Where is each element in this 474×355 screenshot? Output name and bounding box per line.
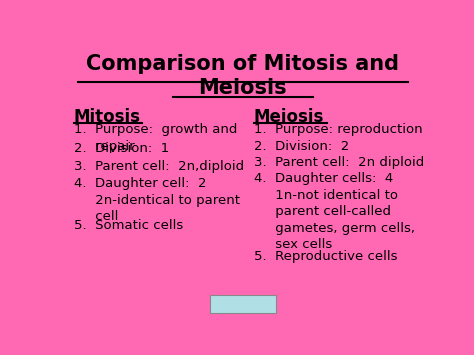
Text: 1.  Purpose: reproduction: 1. Purpose: reproduction: [254, 123, 422, 136]
Text: Comparison of Mitosis and
Meiosis: Comparison of Mitosis and Meiosis: [86, 54, 400, 98]
Text: Mitosis: Mitosis: [74, 108, 141, 126]
Text: 4.  Daughter cells:  4
     1n-not identical to
     parent cell-called
     gam: 4. Daughter cells: 4 1n-not identical to…: [254, 173, 415, 251]
Text: 4.  Daughter cell:  2
     2n-identical to parent
     cell: 4. Daughter cell: 2 2n-identical to pare…: [74, 177, 240, 223]
Text: 3.  Parent cell:  2n,diploid: 3. Parent cell: 2n,diploid: [74, 160, 244, 173]
Text: 2.  Division:  1: 2. Division: 1: [74, 142, 169, 155]
Text: Meiosis: Meiosis: [254, 108, 324, 126]
Text: 2.  Division:  2: 2. Division: 2: [254, 140, 349, 153]
FancyBboxPatch shape: [210, 295, 276, 313]
Text: 1.  Purpose:  growth and
     repair: 1. Purpose: growth and repair: [74, 123, 237, 153]
Text: 3.  Parent cell:  2n diploid: 3. Parent cell: 2n diploid: [254, 156, 424, 169]
Text: 5.  Reproductive cells: 5. Reproductive cells: [254, 250, 397, 263]
Text: 5.  Somatic cells: 5. Somatic cells: [74, 219, 183, 232]
